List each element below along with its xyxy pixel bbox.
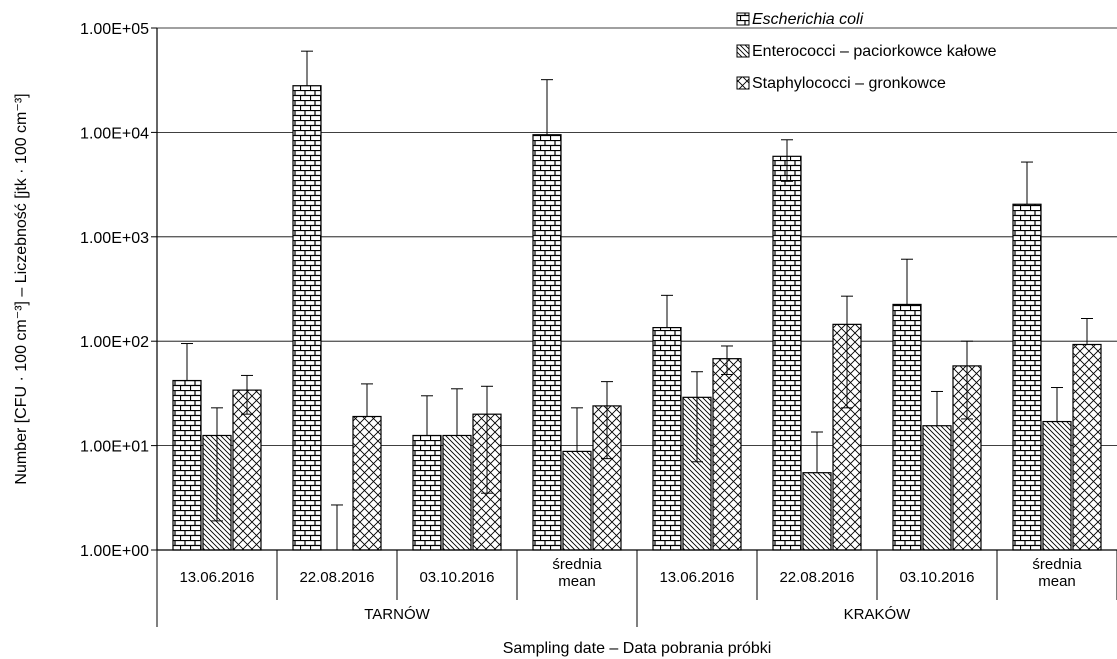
legend-label: Escherichia coli — [752, 11, 864, 28]
category-label-line: 03.10.2016 — [899, 569, 974, 586]
y-tick-label: 1.00E+02 — [80, 334, 149, 351]
x-axis-label: Sampling date – Data pobrania próbki — [503, 640, 772, 657]
bar — [652, 326, 682, 551]
category-label: średnia mean — [1032, 556, 1082, 590]
category-label: 03.10.2016 — [419, 569, 494, 586]
legend-label: Enterococci – paciorkowce kałowe — [752, 43, 997, 60]
y-tick-label: 1.00E+04 — [80, 125, 149, 142]
y-tick-label: 1.00E+05 — [80, 21, 149, 38]
y-tick-label: 1.00E+03 — [80, 230, 149, 247]
bars — [172, 50, 1102, 551]
bar — [802, 472, 832, 551]
category-label-line: średnia — [552, 556, 602, 573]
bar — [712, 358, 742, 551]
legend-swatch — [736, 44, 750, 58]
legend-swatch — [736, 76, 750, 90]
bar — [172, 379, 202, 551]
bar — [922, 425, 952, 551]
category-label-line: 13.06.2016 — [179, 569, 254, 586]
bar — [232, 389, 262, 551]
bar — [772, 155, 802, 551]
bar — [1042, 420, 1072, 551]
category-label-line: średnia — [1032, 556, 1082, 573]
legend-swatch — [736, 12, 750, 26]
legend-label: Staphylococci – gronkowce — [752, 75, 946, 92]
legend: Escherichia coli Enterococci – paciorkowc… — [736, 11, 997, 92]
category-label: 13.06.2016 — [179, 569, 254, 586]
category-label-line: 22.08.2016 — [779, 569, 854, 586]
y-tick-label: 1.00E+01 — [80, 439, 149, 456]
bar — [442, 434, 472, 551]
category-label-line: 22.08.2016 — [299, 569, 374, 586]
bar — [292, 85, 322, 551]
category-label: 22.08.2016 — [779, 569, 854, 586]
bar — [412, 434, 442, 551]
category-label-line: mean — [1038, 573, 1076, 590]
category-label: 22.08.2016 — [299, 569, 374, 586]
bar — [1012, 203, 1042, 551]
bar — [562, 450, 592, 551]
category-label-line: 13.06.2016 — [659, 569, 734, 586]
category-label-line: mean — [558, 573, 596, 590]
group-label: TARNÓW — [364, 606, 430, 623]
category-label: 13.06.2016 — [659, 569, 734, 586]
y-axis-label: Number [CFU · 100 cm⁻³] – Liczebność [jt… — [13, 93, 30, 484]
y-tick-label: 1.00E+00 — [80, 543, 149, 560]
group-label: KRAKÓW — [844, 606, 912, 623]
category-label: średnia mean — [552, 556, 602, 590]
category-label-line: 03.10.2016 — [419, 569, 494, 586]
bar — [352, 415, 382, 551]
bar — [532, 134, 562, 551]
bar — [1072, 343, 1102, 551]
y-tick-labels: 1.00E+00 1.00E+01 1.00E+02 1.00E+03 1.00E+04… — [80, 21, 149, 560]
bar — [892, 303, 922, 551]
category-label: 03.10.2016 — [899, 569, 974, 586]
